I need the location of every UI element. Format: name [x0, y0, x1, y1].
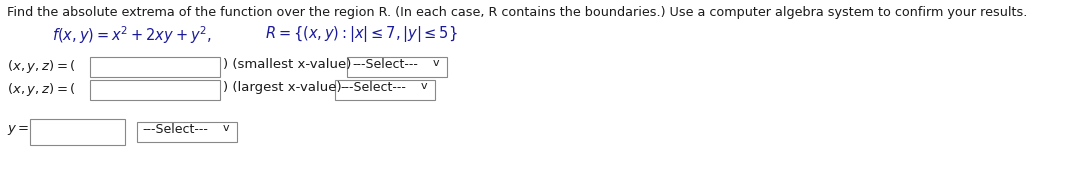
Text: ---Select---: ---Select---	[142, 123, 208, 136]
FancyBboxPatch shape	[335, 80, 435, 100]
FancyBboxPatch shape	[347, 57, 447, 77]
Text: ---Select---: ---Select---	[340, 81, 406, 94]
FancyBboxPatch shape	[90, 80, 220, 100]
Text: $(x, y, z) = ($: $(x, y, z) = ($	[7, 81, 76, 98]
Text: v: v	[224, 123, 230, 133]
FancyBboxPatch shape	[30, 119, 125, 145]
Text: $y =$: $y =$	[7, 123, 29, 137]
Text: Find the absolute extrema of the function over the region R. (In each case, R co: Find the absolute extrema of the functio…	[7, 6, 1027, 19]
Text: v: v	[433, 58, 439, 68]
Text: ) (smallest x-value): ) (smallest x-value)	[224, 58, 352, 71]
FancyBboxPatch shape	[90, 57, 220, 77]
Text: ) (largest x-value): ) (largest x-value)	[224, 81, 342, 94]
Text: ---Select---: ---Select---	[352, 58, 418, 71]
Text: v: v	[421, 81, 427, 91]
Text: $(x, y, z) = ($: $(x, y, z) = ($	[7, 58, 76, 75]
Text: $f(x, y) = x^{2} + 2xy + y^{2},$: $f(x, y) = x^{2} + 2xy + y^{2},$	[52, 24, 212, 46]
Text: $R = \{(x, y) : |x| \leq 7, |y| \leq 5\}$: $R = \{(x, y) : |x| \leq 7, |y| \leq 5\}…	[265, 24, 458, 44]
FancyBboxPatch shape	[137, 122, 237, 142]
